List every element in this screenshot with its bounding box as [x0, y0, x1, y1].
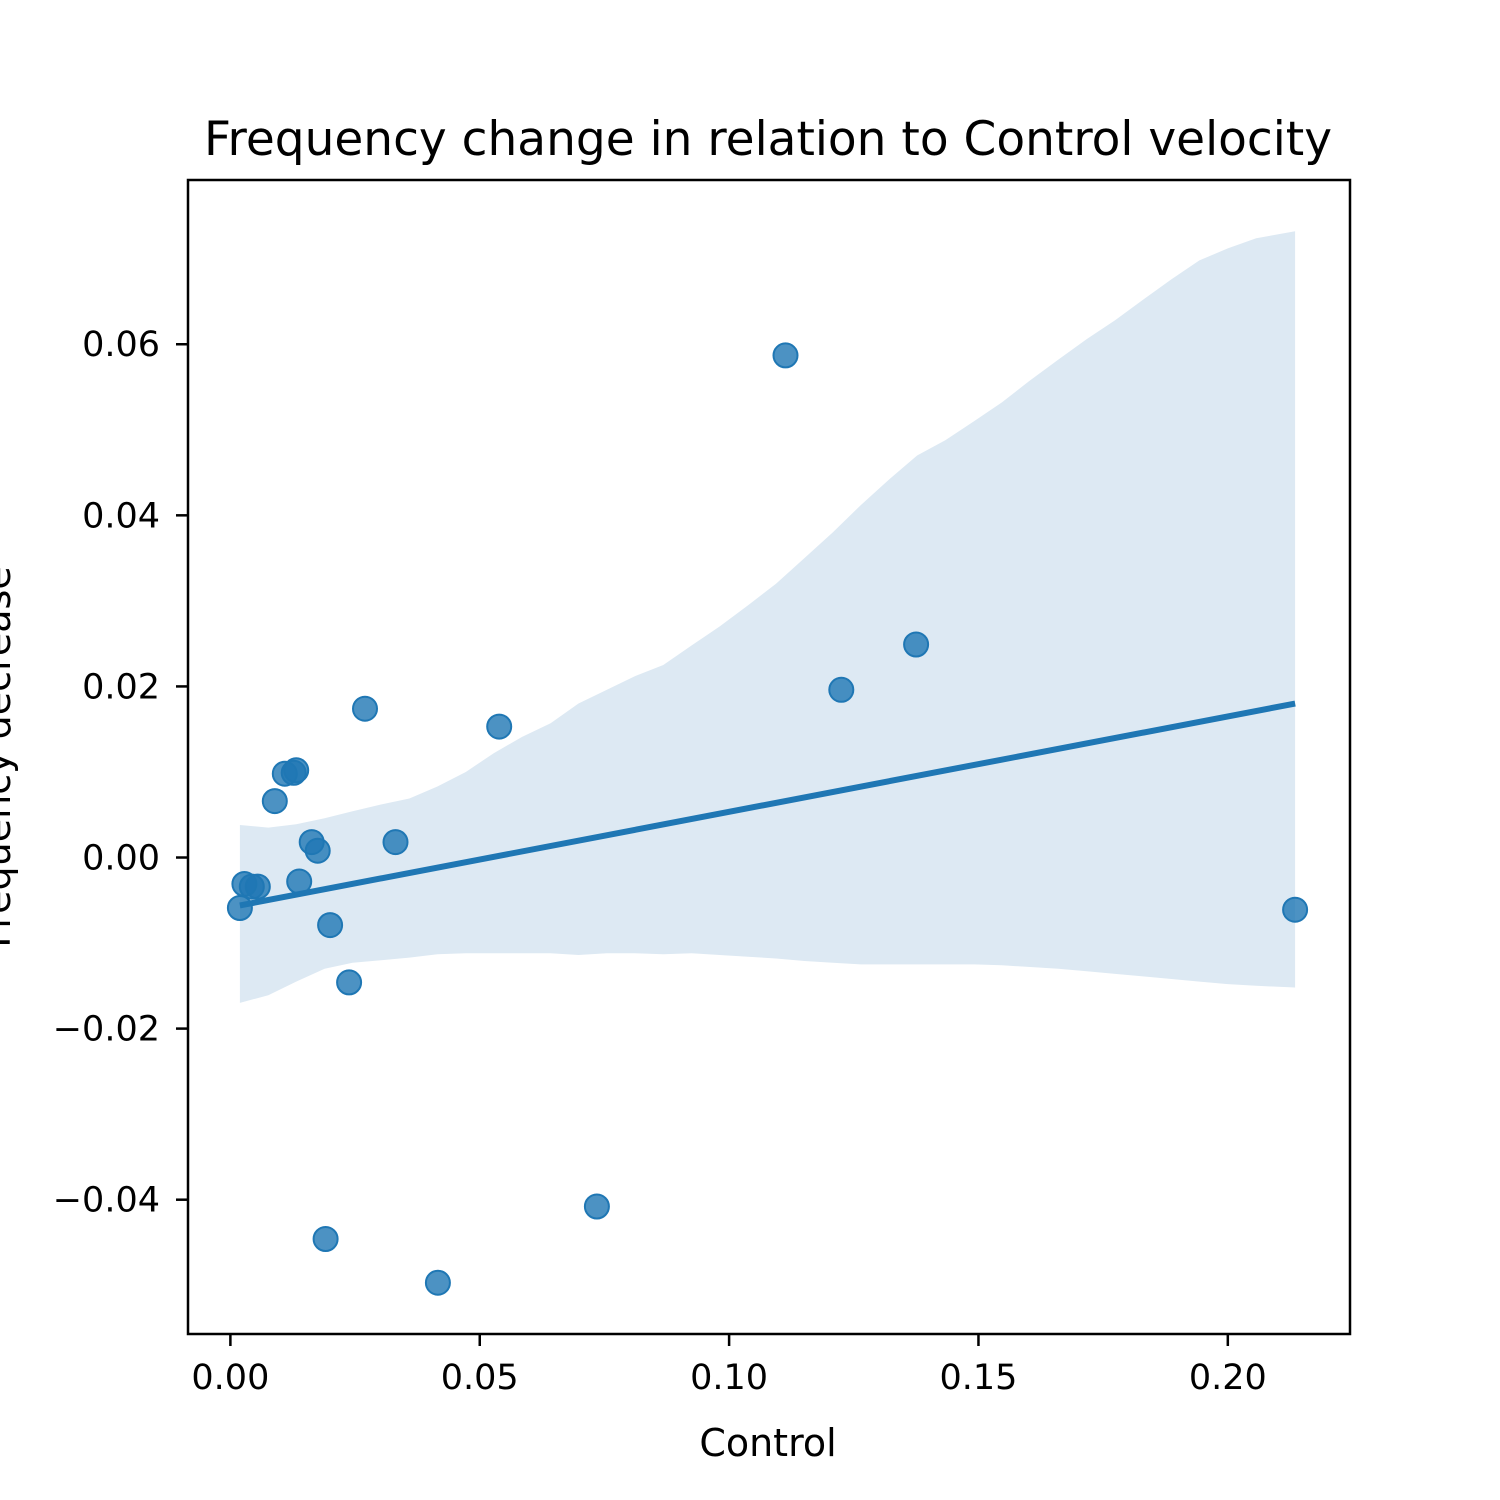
- scatter-points: [226, 342, 1309, 1296]
- data-point: [304, 837, 331, 864]
- data-point: [261, 788, 288, 815]
- y-tick-label: −0.04: [53, 1181, 160, 1221]
- y-tick-label: 0.04: [82, 496, 160, 536]
- data-point: [772, 342, 799, 369]
- data-point: [424, 1269, 451, 1296]
- x-axis-ticks: 0.00 0.05 0.10 0.15 0.20: [191, 1334, 1267, 1398]
- x-axis-label: Control: [699, 1421, 836, 1465]
- data-point: [1282, 896, 1309, 923]
- data-point: [828, 676, 855, 703]
- data-point: [317, 912, 344, 939]
- y-tick-label: 0.02: [82, 667, 160, 707]
- data-point: [486, 713, 513, 740]
- y-tick-label: 0.00: [82, 839, 160, 879]
- data-point: [352, 695, 378, 722]
- x-tick-label: 0.15: [939, 1358, 1017, 1398]
- plot-area: [226, 231, 1309, 1296]
- confidence-band: [239, 231, 1296, 1003]
- x-tick-label: 0.20: [1189, 1358, 1267, 1398]
- data-point: [283, 757, 310, 784]
- data-point: [583, 1193, 610, 1220]
- axes-frame: [186, 178, 1352, 1336]
- data-point: [226, 895, 253, 921]
- regression-line: [239, 700, 1296, 909]
- data-point: [903, 631, 930, 658]
- x-tick-label: 0.05: [441, 1358, 519, 1398]
- x-tick-label: 0.00: [191, 1358, 269, 1398]
- y-tick-label: 0.06: [82, 325, 160, 365]
- data-point: [244, 873, 271, 900]
- y-axis-ticks: −0.04 −0.02 0.00 0.02 0.04 0.06: [53, 325, 188, 1221]
- data-point: [382, 829, 409, 856]
- y-tick-label: −0.02: [53, 1010, 160, 1050]
- x-tick-label: 0.10: [690, 1358, 768, 1398]
- y-axis-label: Frequency decrease: [0, 566, 19, 947]
- data-point: [312, 1226, 339, 1252]
- chart-title: Frequency change in relation to Control …: [204, 112, 1332, 167]
- data-point: [336, 969, 363, 996]
- data-point: [286, 868, 313, 895]
